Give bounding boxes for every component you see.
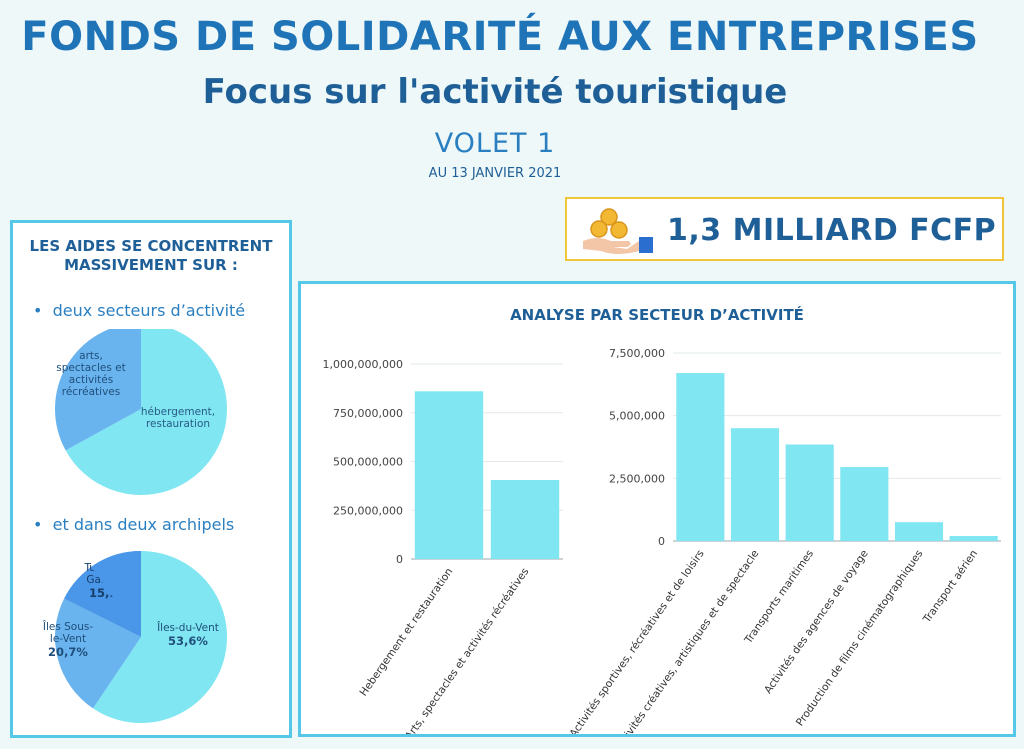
left-heading-line2: MASSIVEMENT SUR : <box>64 256 238 274</box>
pie-slice-label: arts, spectacles et activités récréatives <box>56 350 125 398</box>
hand-coins-icon <box>583 208 653 254</box>
bar <box>676 373 725 541</box>
bar-charts-area: 0 250,000,000 500,000,000 750,000,000 1,000,… <box>323 347 1001 734</box>
bullet-dot: • <box>33 301 53 320</box>
right-panel: ANALYSE PAR SECTEUR D’ACTIVITÉ 0 250,000,… <box>298 281 1016 737</box>
x-tick-label: Activités des agences de voyage <box>762 548 871 696</box>
bar <box>414 391 484 559</box>
y-tick-label: 2,500,000 <box>609 472 665 485</box>
x-tick-label: Arts, spectacles et activités récréative… <box>403 566 531 734</box>
y-tick-label: 750,000,000 <box>333 407 403 420</box>
bar <box>894 522 944 541</box>
bullet-archipelagos: • et dans deux archipels <box>33 515 234 534</box>
volet-label: VOLET 1 <box>434 128 556 159</box>
left-heading-line1: LES AIDES SE CONCENTRENT <box>29 237 273 255</box>
bar <box>730 428 780 541</box>
pie-slice <box>93 551 228 723</box>
pie-slice-label: Îles Sous-le-Vent 20,7% <box>42 620 93 659</box>
y-tick-label: 5,000,000 <box>609 410 665 423</box>
total-amount: 1,3 MILLIARD FCFP <box>667 213 997 248</box>
bar <box>840 467 889 541</box>
left-panel-heading: LES AIDES SE CONCENTRENT MASSIVEMENT SUR… <box>13 237 289 275</box>
x-tick-label: Transport aérien <box>920 548 980 626</box>
y-tick-label: 0 <box>658 535 665 548</box>
bullet-sectors: • deux secteurs d’activité <box>33 301 245 320</box>
y-tick-label: 500,000,000 <box>333 456 403 469</box>
total-amount-box: 1,3 MILLIARD FCFP <box>565 197 1004 261</box>
x-tick-label: Production de films cinématographiques <box>794 548 926 729</box>
pie-slice-other <box>91 551 141 637</box>
page-subtitle: Focus sur l'activité touristique <box>202 72 788 112</box>
pie-slice-label: hébergement, restauration <box>141 406 215 430</box>
pie-slice <box>65 329 227 495</box>
y-tick-label: 250,000,000 <box>333 504 403 517</box>
x-tick-label: Hebergement et restauration <box>358 566 456 699</box>
bullet-sectors-text: deux secteurs d’activité <box>52 301 246 320</box>
bullet-dot: • <box>33 515 53 534</box>
pie-slice <box>55 329 141 451</box>
pie-slice <box>55 598 142 709</box>
bar <box>785 444 834 541</box>
y-tick-label: 1,000,000,000 <box>323 358 403 371</box>
y-tick-label: 7,500,000 <box>609 347 665 360</box>
pie-chart-sectors: hébergement, restauration arts, spectacles … <box>55 329 227 495</box>
bar <box>949 535 998 541</box>
y-tick-label: 0 <box>396 553 403 566</box>
page-title: FONDS DE SOLIDARITÉ AUX ENTREPRISES <box>21 14 979 60</box>
bullet-archipelagos-text: et dans deux archipels <box>52 515 235 534</box>
pie-slice-label: Îles-du-Vent 53,6% <box>156 621 219 648</box>
right-panel-heading: ANALYSE PAR SECTEUR D’ACTIVITÉ <box>510 306 804 324</box>
bar <box>490 480 560 559</box>
left-panel: LES AIDES SE CONCENTRENT MASSIVEMENT SUR… <box>10 220 292 738</box>
date-label: AU 13 JANVIER 2021 <box>428 166 562 181</box>
